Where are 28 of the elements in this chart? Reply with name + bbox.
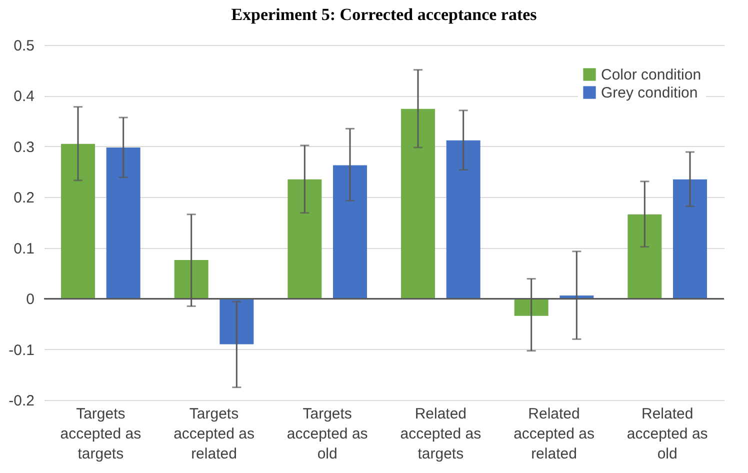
bar — [446, 140, 480, 299]
legend-label: Color condition — [601, 66, 702, 84]
bar — [333, 165, 367, 299]
y-tick-label: 0.1 — [14, 240, 34, 258]
bar — [220, 298, 254, 344]
x-tick-label: Related accepted as targets — [400, 406, 482, 462]
bar — [673, 179, 707, 299]
y-tick-label: 0.5 — [14, 38, 34, 54]
x-tick-label: Related accepted as old — [626, 406, 708, 462]
bar — [174, 260, 208, 299]
y-tick-label: 0.4 — [14, 88, 34, 106]
chart-title: Experiment 5: Corrected acceptance rates — [231, 5, 538, 24]
y-tick-label: -0.2 — [8, 392, 34, 410]
x-tick-label: Targets accepted as related — [174, 406, 254, 462]
bar — [106, 147, 140, 299]
bar — [401, 108, 435, 299]
y-tick-label: 0.2 — [14, 190, 34, 207]
y-tick-label: -0.1 — [8, 342, 34, 359]
legend-label: Grey condition — [601, 84, 698, 102]
bar — [288, 179, 322, 299]
y-tick-label: 0 — [26, 291, 34, 308]
x-tick-label: Targets accepted as targets — [60, 406, 142, 462]
y-tick-label: 0.3 — [14, 138, 34, 156]
bar — [514, 298, 548, 316]
bar — [61, 144, 95, 299]
x-tick-label: Targets accepted as old — [286, 406, 368, 462]
bar — [628, 214, 662, 299]
x-tick-label: Related accepted as related — [514, 406, 594, 462]
